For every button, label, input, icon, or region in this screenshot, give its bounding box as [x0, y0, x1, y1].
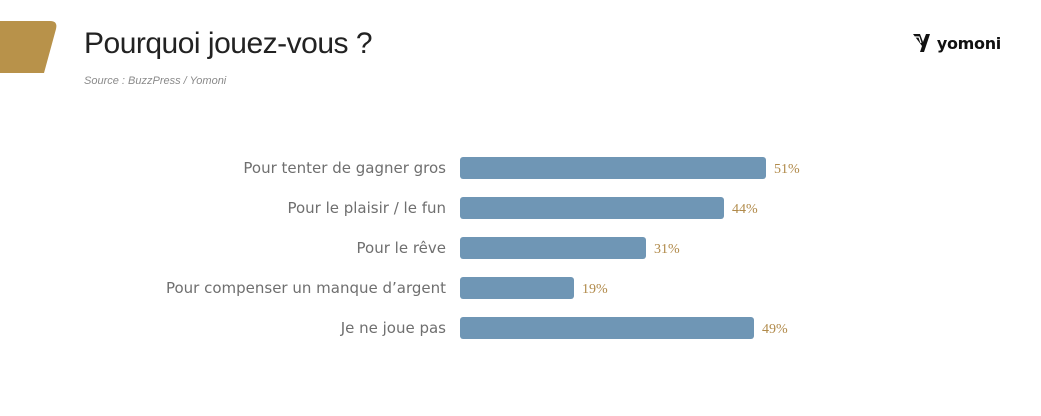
category-label: Pour tenter de gagner gros [243, 159, 446, 177]
category-label: Je ne joue pas [340, 319, 446, 337]
bar [460, 317, 754, 339]
source-note: Source : BuzzPress / Yomoni [84, 75, 227, 87]
yomoni-logo-icon [912, 34, 930, 52]
bar [460, 197, 724, 219]
brand-name: yomoni [936, 33, 1001, 53]
bar [460, 277, 574, 299]
value-label: 51% [774, 162, 800, 177]
category-label: Pour compenser un manque d’argent [166, 279, 446, 297]
bar [460, 237, 646, 259]
category-label: Pour le rêve [357, 239, 446, 257]
value-label: 19% [582, 282, 608, 297]
value-label: 44% [732, 202, 758, 217]
page-title: Pourquoi jouez-vous ? [84, 27, 373, 60]
category-label: Pour le plaisir / le fun [287, 199, 446, 217]
brand-logo: yomoni [912, 32, 1001, 54]
value-label: 31% [654, 242, 680, 257]
header-accent-tab [0, 21, 57, 73]
value-label: 49% [762, 322, 788, 337]
bar [460, 157, 766, 179]
